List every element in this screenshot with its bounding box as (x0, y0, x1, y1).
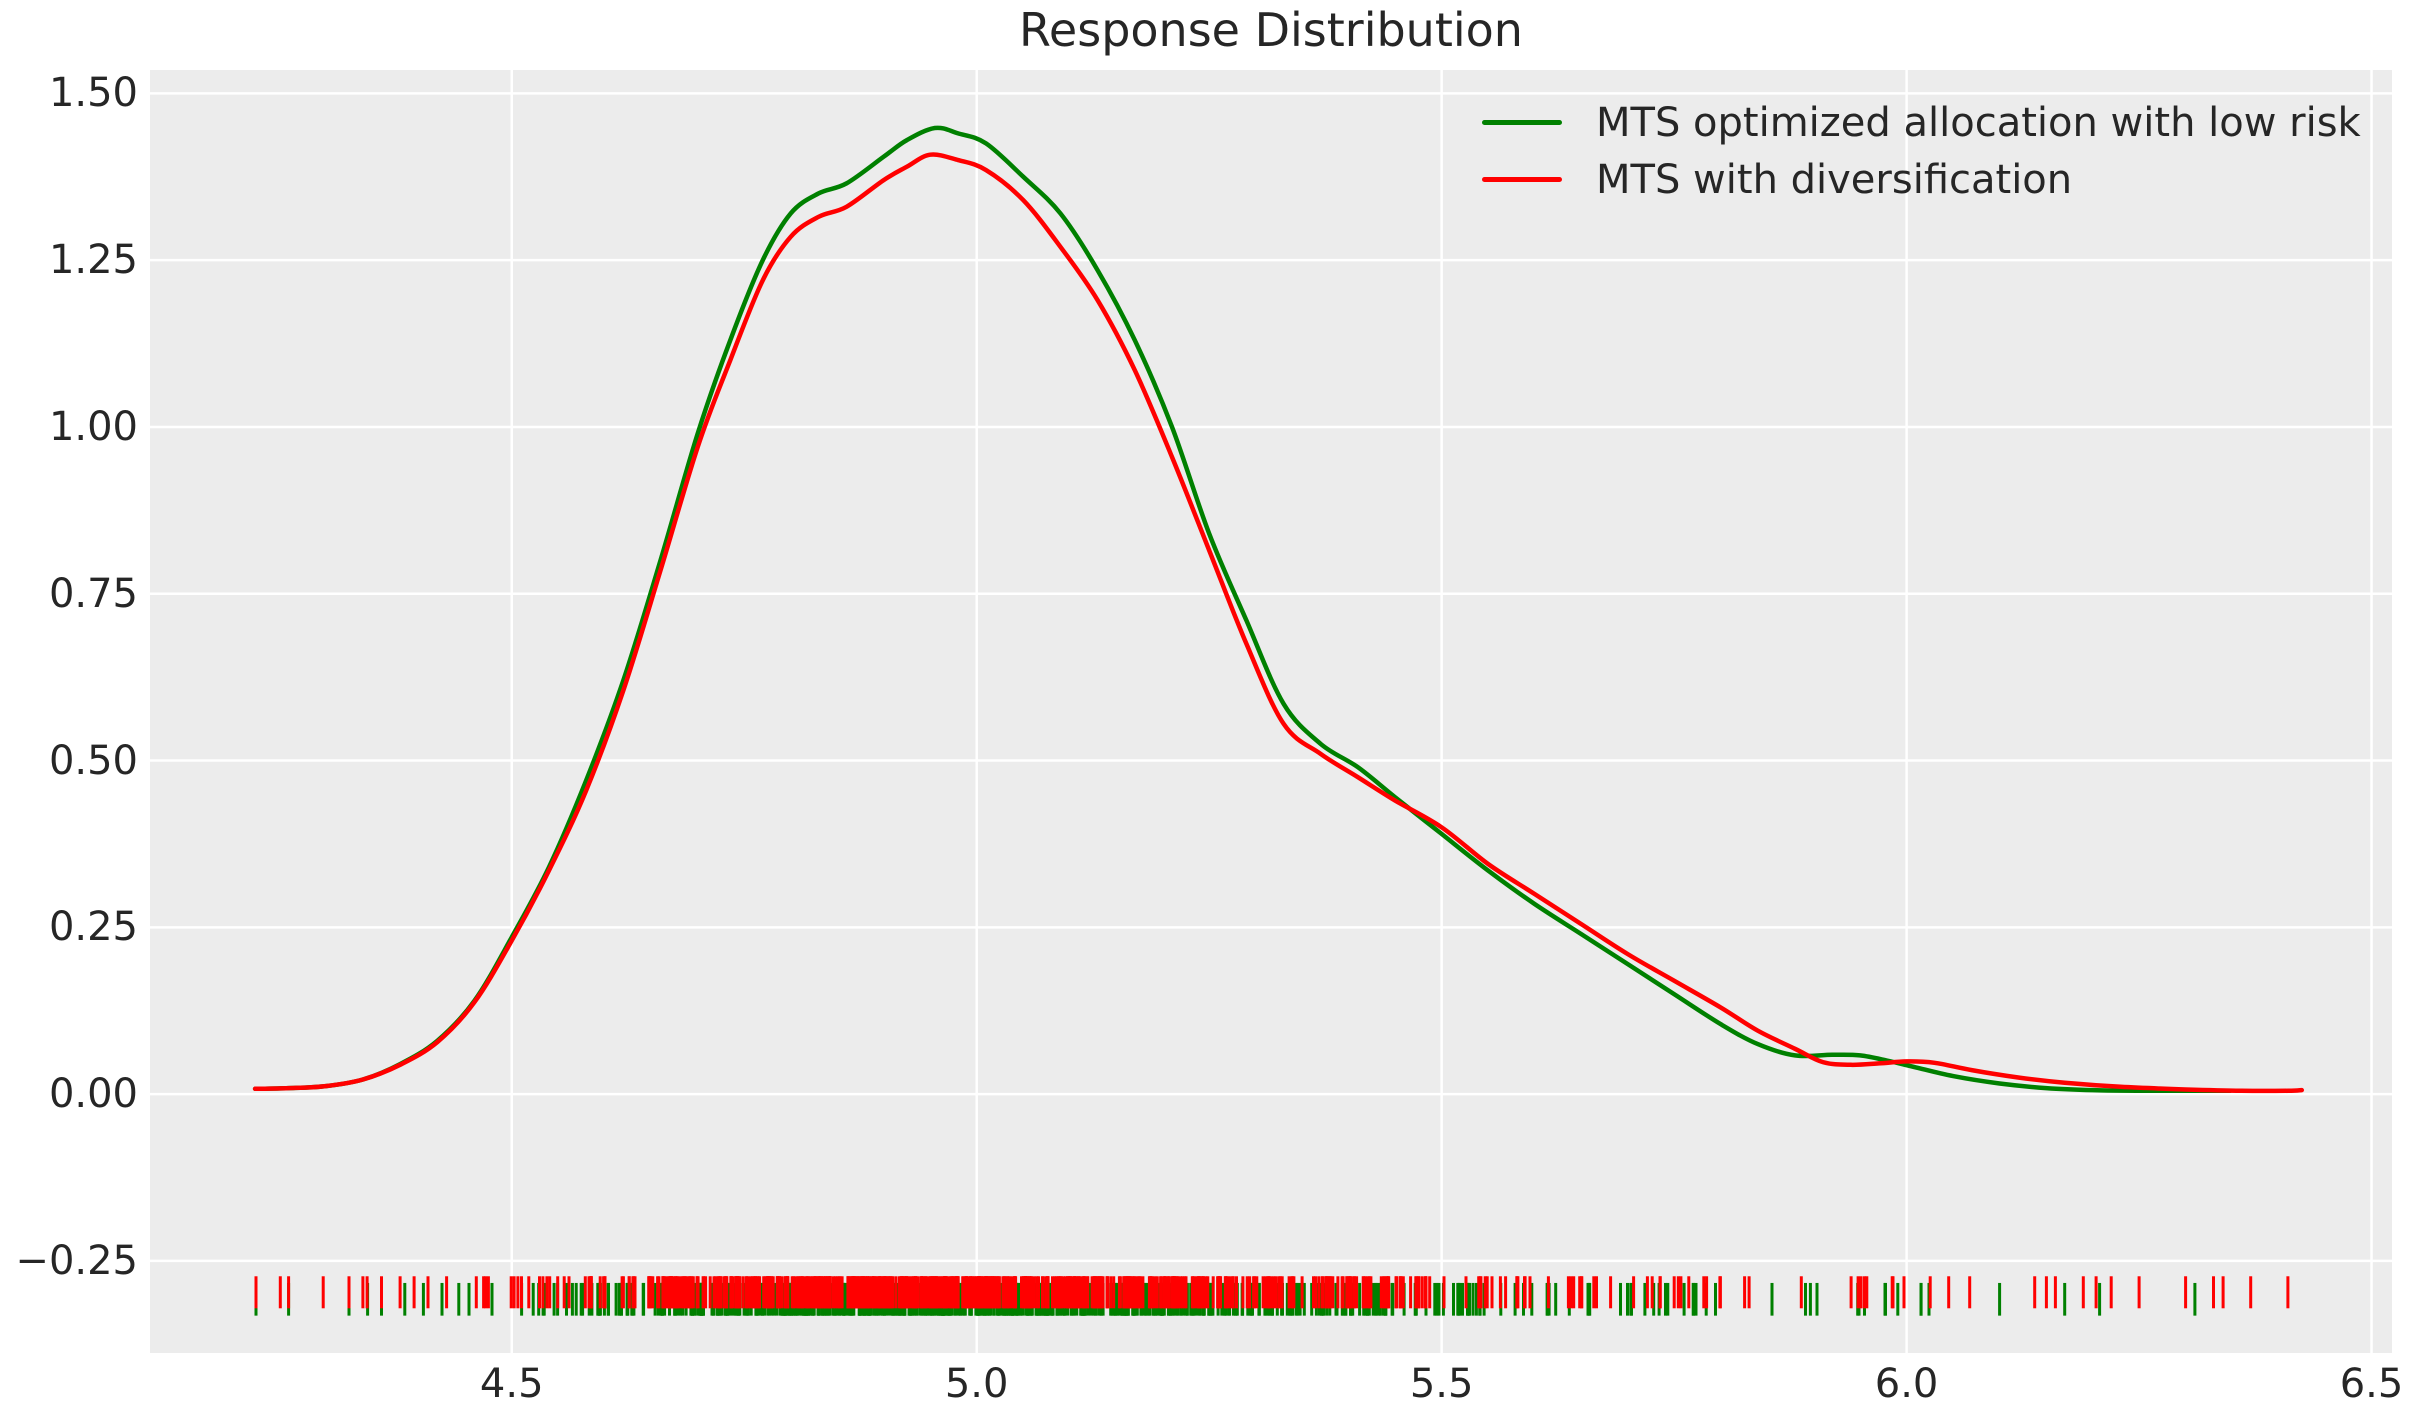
kde-curve-red (252, 152, 2305, 1094)
legend-label-optimized: MTS optimized allocation with low risk (1596, 99, 2361, 146)
legend-item-optimized: MTS optimized allocation with low risk (1482, 94, 2361, 151)
plot-area (150, 70, 2392, 1353)
legend-line-sample-green (1482, 120, 1562, 125)
x-tick-label: 4.5 (479, 1361, 544, 1407)
gridlines (150, 70, 2392, 1353)
y-tick-label: −0.25 (15, 1237, 138, 1284)
y-tick-label: 0.00 (48, 1071, 138, 1118)
y-tick-label: 0.50 (48, 737, 138, 784)
y-tick-label: 1.00 (48, 403, 138, 450)
y-tick-label: 0.75 (48, 570, 138, 617)
x-tick-label: 5.0 (944, 1361, 1009, 1407)
rug-ticks-red (254, 1276, 2290, 1309)
x-tick-label: 6.5 (2339, 1361, 2404, 1407)
legend: MTS optimized allocation with low risk M… (1482, 94, 2361, 208)
y-tick-label: 0.25 (48, 904, 138, 951)
x-tick-label: 5.5 (1409, 1361, 1474, 1407)
chart-title: Response Distribution (1019, 3, 1523, 57)
legend-item-diversification: MTS with diversification (1482, 151, 2361, 208)
legend-line-sample-red (1482, 177, 1562, 182)
legend-label-diversification: MTS with diversification (1596, 156, 2073, 203)
kde-curve-green (252, 125, 2233, 1094)
y-tick-label: 1.50 (48, 70, 138, 117)
x-tick-label: 6.0 (1874, 1361, 1939, 1407)
y-tick-label: 1.25 (48, 237, 138, 284)
